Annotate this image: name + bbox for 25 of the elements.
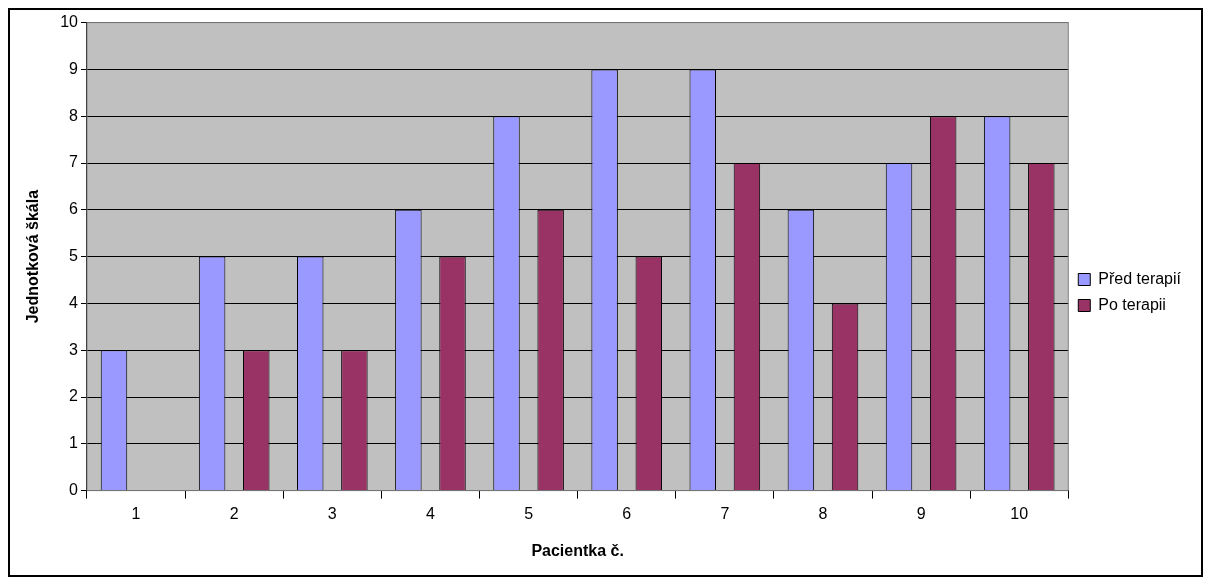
- legend-label: Před terapií: [1098, 269, 1182, 287]
- x-tick-label: 9: [916, 504, 926, 522]
- x-tick-label: 8: [818, 504, 828, 522]
- x-tick-label: 6: [622, 504, 632, 522]
- x-tick-label: 4: [426, 504, 435, 522]
- y-tick-label: 5: [69, 247, 79, 265]
- x-axis-title: Pacientka č.: [531, 541, 624, 559]
- y-tick-label: 2: [69, 387, 79, 405]
- x-tick-label: 2: [229, 504, 239, 522]
- y-tick-label: 7: [69, 153, 79, 171]
- y-tick-label: 6: [69, 200, 79, 218]
- y-tick-label: 4: [69, 293, 79, 311]
- x-tick-label: 3: [327, 504, 337, 522]
- x-tick-label: 5: [524, 504, 534, 522]
- y-tick-label: 3: [69, 340, 79, 358]
- x-tick-label: 7: [720, 504, 730, 522]
- legend-label: Po terapii: [1098, 295, 1166, 313]
- y-tick-label: 8: [69, 106, 79, 124]
- y-axis-title: Jednotková škála: [24, 189, 42, 324]
- x-tick-label: 10: [1010, 504, 1029, 522]
- y-tick-label: 1: [69, 434, 79, 452]
- y-tick-label: 9: [69, 59, 79, 77]
- y-tick-label: 10: [60, 13, 79, 31]
- x-tick-label: 1: [131, 504, 141, 522]
- y-tick-label: 0: [69, 481, 79, 499]
